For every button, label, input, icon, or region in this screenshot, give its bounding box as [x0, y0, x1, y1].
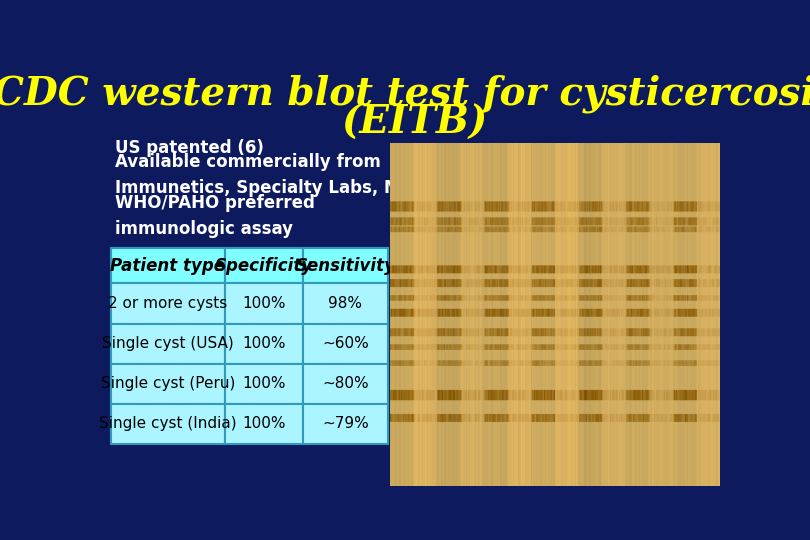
Bar	[225, 363, 303, 403]
Text: Specificity: Specificity	[215, 256, 313, 275]
Bar	[110, 284, 225, 323]
Bar	[303, 284, 388, 323]
Bar	[641, 433, 715, 471]
Text: 98%: 98%	[328, 296, 362, 311]
Text: WHO/PAHO preferred
immunologic assay: WHO/PAHO preferred immunologic assay	[115, 193, 315, 238]
Text: Single cyst (Peru): Single cyst (Peru)	[100, 376, 235, 391]
Text: ~80%: ~80%	[322, 376, 369, 391]
Bar	[225, 403, 303, 444]
Bar	[303, 248, 388, 284]
Text: Patient type: Patient type	[110, 256, 225, 275]
Text: 100%: 100%	[242, 376, 286, 391]
Text: (EITB): (EITB)	[342, 104, 488, 143]
Text: Single cyst (India): Single cyst (India)	[99, 416, 237, 431]
Text: 100%: 100%	[242, 296, 286, 311]
Bar	[303, 363, 388, 403]
Text: 39-42: 39-42	[676, 299, 716, 312]
Text: US patented (6): US patented (6)	[115, 139, 264, 157]
Text: 100%: 100%	[242, 416, 286, 431]
Text: 14: 14	[676, 379, 694, 392]
Text: ~79%: ~79%	[322, 416, 369, 431]
Text: CDC: CDC	[646, 438, 710, 466]
Bar	[110, 403, 225, 444]
Bar	[225, 323, 303, 363]
Bar	[303, 403, 388, 444]
Bar	[110, 248, 225, 284]
Bar	[303, 323, 388, 363]
Bar	[644, 436, 712, 468]
Text: CDC western blot test for cysticercosis: CDC western blot test for cysticercosis	[0, 75, 810, 113]
Bar	[225, 284, 303, 323]
Bar	[110, 363, 225, 403]
Text: ~60%: ~60%	[322, 336, 369, 351]
Text: 24: 24	[676, 342, 694, 355]
Text: 50: 50	[676, 286, 694, 299]
Text: 18: 18	[676, 366, 693, 379]
Text: Sensitivity: Sensitivity	[296, 256, 395, 275]
Text: 2 or more cysts: 2 or more cysts	[109, 296, 228, 311]
Text: 21: 21	[676, 355, 694, 368]
Text: Single cyst (USA): Single cyst (USA)	[102, 336, 234, 351]
Bar	[110, 323, 225, 363]
Text: Available commercially from
Immunetics, Specialty Labs, MRL: Available commercially from Immunetics, …	[115, 153, 424, 197]
Bar	[225, 248, 303, 284]
Text: 100%: 100%	[242, 336, 286, 351]
